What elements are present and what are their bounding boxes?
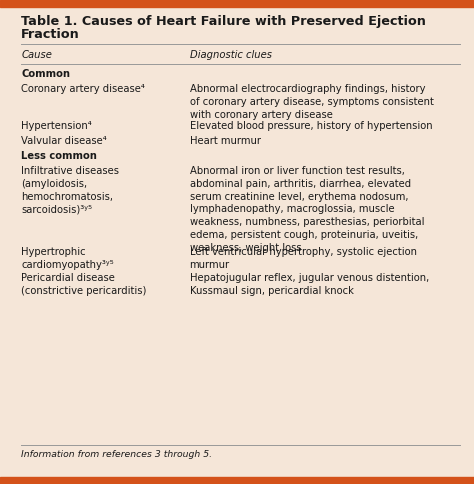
Bar (0, 0, 474, 7)
Text: Heart murmur: Heart murmur (190, 136, 261, 146)
Text: Valvular disease⁴: Valvular disease⁴ (21, 136, 107, 146)
Text: Hypertrophic
cardiomyopathy³ʸ⁵: Hypertrophic cardiomyopathy³ʸ⁵ (21, 247, 114, 270)
Text: Fraction: Fraction (21, 28, 80, 41)
Text: Elevated blood pressure, history of hypertension: Elevated blood pressure, history of hype… (190, 121, 432, 131)
Text: Abnormal iron or liver function test results,
abdominal pain, arthritis, diarrhe: Abnormal iron or liver function test res… (190, 166, 424, 253)
Text: Infiltrative diseases
(amyloidosis,
hemochromatosis,
sarcoidosis)³ʸ⁵: Infiltrative diseases (amyloidosis, hemo… (21, 166, 119, 214)
Bar (0, 477, 474, 484)
Text: Cause: Cause (21, 50, 52, 60)
Text: Information from references 3 through 5.: Information from references 3 through 5. (21, 450, 212, 459)
Text: Table 1. Causes of Heart Failure with Preserved Ejection: Table 1. Causes of Heart Failure with Pr… (21, 15, 426, 28)
Text: Abnormal electrocardiography findings, history
of coronary artery disease, sympt: Abnormal electrocardiography findings, h… (190, 84, 434, 120)
Text: Diagnostic clues: Diagnostic clues (190, 50, 272, 60)
Text: Hepatojugular reflex, jugular venous distention,
Kussmaul sign, pericardial knoc: Hepatojugular reflex, jugular venous dis… (190, 273, 429, 296)
Text: Less common: Less common (21, 151, 97, 161)
Text: Common: Common (21, 69, 70, 79)
Text: Left ventricular hypertrophy, systolic ejection
murmur: Left ventricular hypertrophy, systolic e… (190, 247, 417, 270)
Text: Pericardial disease
(constrictive pericarditis): Pericardial disease (constrictive perica… (21, 273, 147, 296)
Text: Hypertension⁴: Hypertension⁴ (21, 121, 92, 131)
Text: Coronary artery disease⁴: Coronary artery disease⁴ (21, 84, 145, 94)
